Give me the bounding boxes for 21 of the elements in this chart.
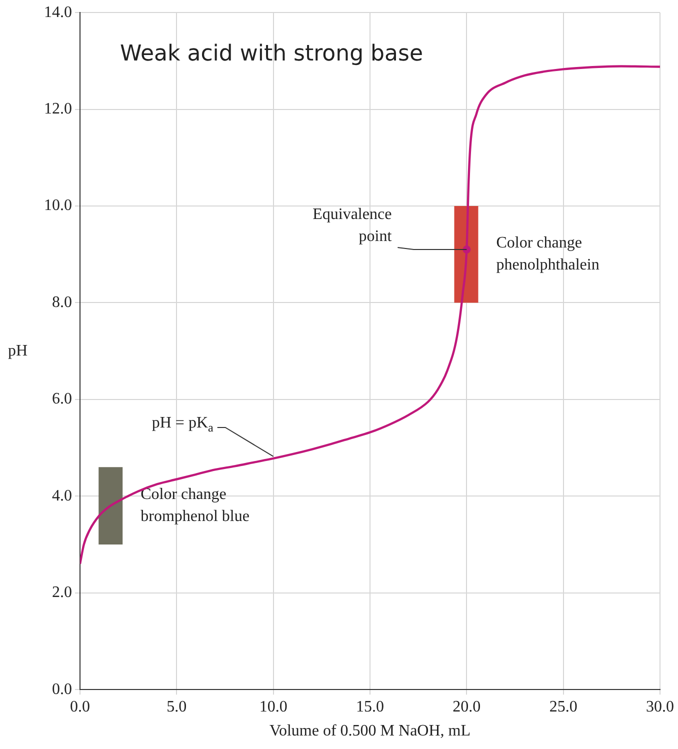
- x-tick-label: 10.0: [259, 698, 288, 716]
- annotation: Equivalence point: [312, 206, 392, 245]
- band-label: Color change bromphenol blue: [140, 486, 250, 526]
- y-tick-label: 14.0: [44, 4, 72, 21]
- y-tick-label: 0.0: [52, 680, 72, 698]
- x-tick-label: 20.0: [452, 698, 481, 716]
- band-label: Color change phenolphthalein: [496, 234, 600, 274]
- y-tick-label: 2.0: [52, 584, 72, 602]
- y-tick-label: 6.0: [52, 390, 72, 408]
- x-tick-label: 25.0: [549, 698, 578, 716]
- x-tick-label: 30.0: [646, 698, 674, 716]
- y-axis-title: pH: [8, 342, 28, 360]
- y-tick-label: 8.0: [52, 294, 72, 311]
- text: Weak acid with strong base: [120, 41, 423, 66]
- x-tick-label: 5.0: [166, 698, 187, 716]
- x-tick-label: 0.0: [70, 698, 90, 716]
- y-tick-label: 10.0: [44, 197, 72, 214]
- y-tick-label: 4.0: [52, 487, 72, 504]
- x-axis-title: Volume of 0.500 M NaOH, mL: [269, 722, 471, 740]
- x-tick-label: 15.0: [356, 698, 384, 716]
- y-tick-label: 12.0: [44, 100, 72, 118]
